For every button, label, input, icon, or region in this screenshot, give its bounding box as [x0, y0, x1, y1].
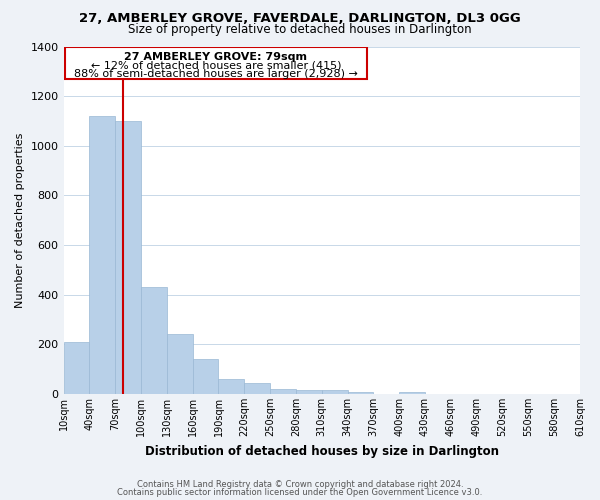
- Bar: [89, 116, 115, 394]
- Bar: [347, 392, 373, 394]
- Bar: [193, 360, 218, 394]
- Bar: [141, 288, 167, 394]
- Y-axis label: Number of detached properties: Number of detached properties: [15, 132, 25, 308]
- Bar: [244, 383, 270, 394]
- Bar: [115, 121, 141, 394]
- Text: Contains public sector information licensed under the Open Government Licence v3: Contains public sector information licen…: [118, 488, 482, 497]
- FancyBboxPatch shape: [65, 48, 367, 80]
- Text: 27 AMBERLEY GROVE: 79sqm: 27 AMBERLEY GROVE: 79sqm: [124, 52, 307, 62]
- Bar: [270, 388, 296, 394]
- X-axis label: Distribution of detached houses by size in Darlington: Distribution of detached houses by size …: [145, 444, 499, 458]
- Bar: [322, 390, 347, 394]
- Bar: [218, 379, 244, 394]
- Text: 88% of semi-detached houses are larger (2,928) →: 88% of semi-detached houses are larger (…: [74, 69, 358, 79]
- Bar: [296, 390, 322, 394]
- Text: Contains HM Land Registry data © Crown copyright and database right 2024.: Contains HM Land Registry data © Crown c…: [137, 480, 463, 489]
- Bar: [167, 334, 193, 394]
- Text: ← 12% of detached houses are smaller (415): ← 12% of detached houses are smaller (41…: [91, 60, 341, 70]
- Text: Size of property relative to detached houses in Darlington: Size of property relative to detached ho…: [128, 22, 472, 36]
- Bar: [64, 342, 89, 394]
- Text: 27, AMBERLEY GROVE, FAVERDALE, DARLINGTON, DL3 0GG: 27, AMBERLEY GROVE, FAVERDALE, DARLINGTO…: [79, 12, 521, 26]
- Bar: [399, 392, 425, 394]
